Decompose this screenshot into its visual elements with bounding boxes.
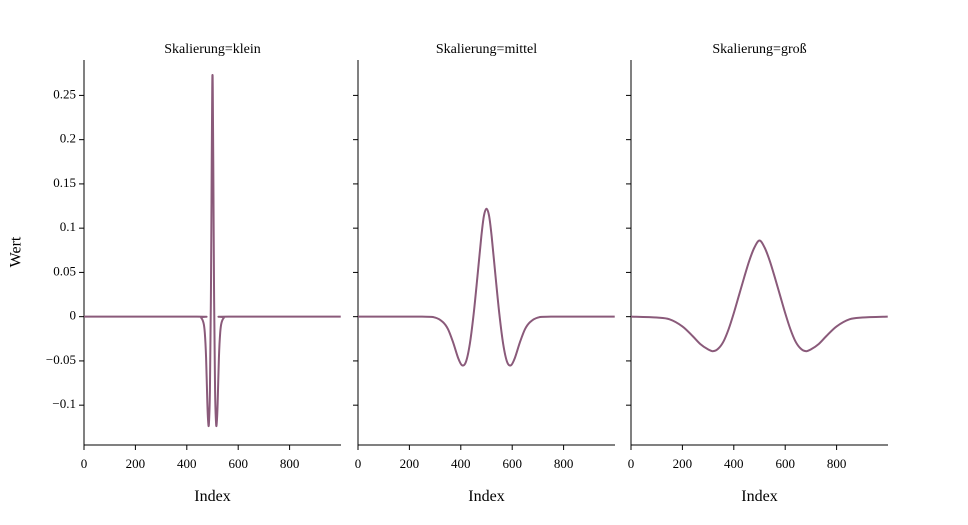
x-axis-title: Index	[468, 488, 504, 505]
series-line	[83, 74, 341, 428]
y-tick-label: 0.15	[53, 175, 76, 190]
x-tick-label: 0	[81, 456, 88, 471]
panel-title: Skalierung=mittel	[436, 42, 537, 57]
x-tick-label: 0	[355, 456, 362, 471]
panel-title: Skalierung=groß	[712, 42, 806, 57]
x-tick-label: 600	[775, 456, 795, 471]
panel-1: Skalierung=klein 0.25 0.2 0.15 0.1 0.05 0 −0.05…	[46, 42, 341, 505]
y-axis-title: Wert	[8, 236, 25, 267]
y-tick-label: −0.1	[52, 396, 76, 411]
x-tick-label: 400	[177, 456, 197, 471]
x-tick-label: 800	[554, 456, 574, 471]
x-tick-label: 200	[400, 456, 420, 471]
panel-3: Skalierung=groß 0 200 400 600 800 Index	[626, 42, 888, 505]
y-tick-label: 0	[70, 308, 77, 323]
x-axis-title: Index	[194, 488, 230, 505]
x-tick-label: 800	[827, 456, 847, 471]
y-tick-label: 0.05	[53, 263, 76, 278]
x-tick-label: 600	[228, 456, 248, 471]
x-axis-title: Index	[741, 488, 777, 505]
x-tick-label: 400	[451, 456, 471, 471]
x-tick-label: 200	[673, 456, 693, 471]
x-tick-label: 600	[502, 456, 522, 471]
panel-2: Skalierung=mittel 0 200 400 600 800 Index	[353, 42, 615, 505]
y-tick-label: 0.1	[60, 219, 76, 234]
panels: Skalierung=klein 0.25 0.2 0.15 0.1 0.05 0 −0.05…	[46, 42, 888, 505]
x-tick-label: 800	[280, 456, 300, 471]
x-tick-label: 400	[724, 456, 744, 471]
panel-title: Skalierung=klein	[164, 42, 261, 57]
y-tick-label: 0.25	[53, 86, 76, 101]
series-line	[630, 239, 888, 353]
y-tick-label: 0.2	[60, 131, 76, 146]
x-tick-label: 0	[628, 456, 635, 471]
x-tick-label: 200	[126, 456, 146, 471]
y-tick-label: −0.05	[46, 352, 76, 367]
series-line	[357, 207, 615, 367]
